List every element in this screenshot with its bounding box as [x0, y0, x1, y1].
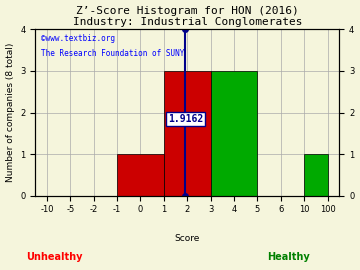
Text: ©www.textbiz.org: ©www.textbiz.org: [41, 34, 115, 43]
Bar: [304, 154, 328, 196]
X-axis label: Score: Score: [175, 234, 200, 243]
Y-axis label: Number of companies (8 total): Number of companies (8 total): [5, 43, 14, 182]
Text: The Research Foundation of SUNY: The Research Foundation of SUNY: [41, 49, 185, 58]
Text: Unhealthy: Unhealthy: [26, 252, 82, 262]
Bar: [211, 71, 257, 196]
Bar: [164, 71, 211, 196]
Title: Z’-Score Histogram for HON (2016)
Industry: Industrial Conglomerates: Z’-Score Histogram for HON (2016) Indust…: [72, 6, 302, 27]
Text: 1.9162: 1.9162: [168, 114, 203, 124]
Bar: [117, 154, 164, 196]
Text: Healthy: Healthy: [267, 252, 309, 262]
